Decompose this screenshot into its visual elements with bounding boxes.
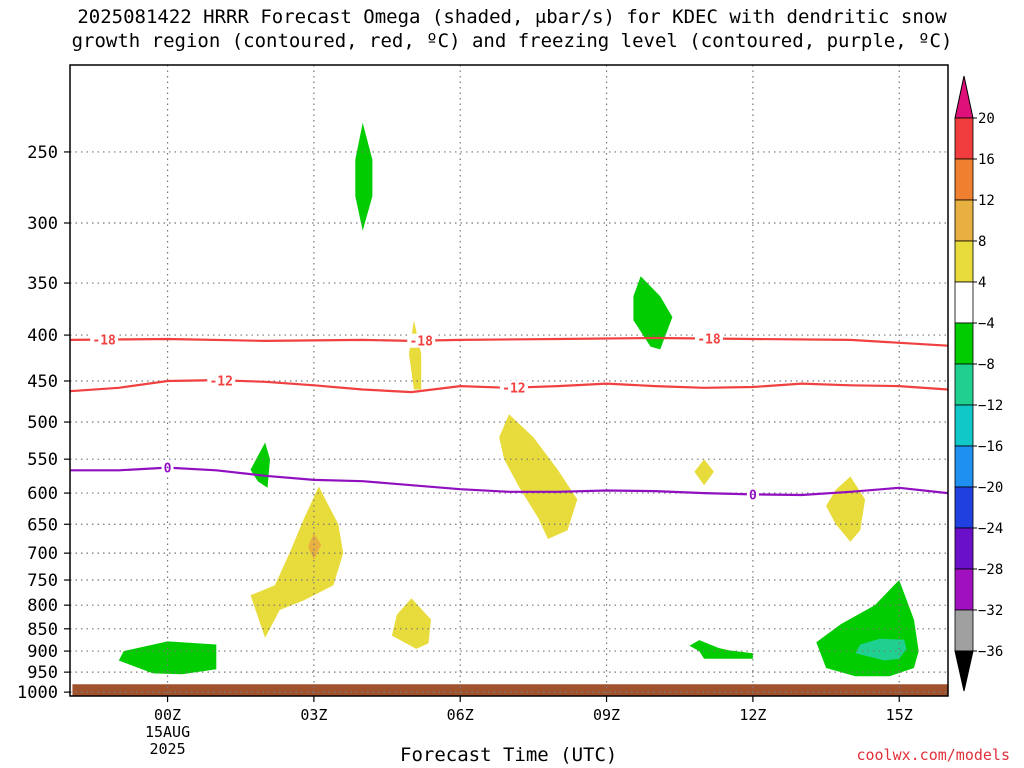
omega-region-8: [308, 533, 322, 560]
credit-text: coolwx.com/models: [856, 746, 1010, 764]
x-tick-date-line-2: 2025: [149, 740, 185, 758]
omega-region-7: [250, 486, 344, 638]
omega-region-3: [250, 442, 270, 488]
colorbar-band-2: [954, 199, 974, 242]
omega-region-12: [816, 580, 919, 677]
y-tick-label-8: 650: [27, 515, 58, 535]
y-tick-label-3: 400: [27, 326, 58, 346]
y-tick-label-7: 600: [27, 484, 58, 504]
omega-region-11: [689, 640, 753, 659]
colorbar-top-arrow: [954, 75, 974, 119]
x-tick-label-2: 06Z: [447, 706, 474, 724]
y-tick-label-11: 800: [27, 596, 58, 616]
colorbar-bottom-arrow: [954, 650, 974, 692]
colorbar-band-0: [954, 117, 974, 160]
y-tick-label-13: 900: [27, 642, 58, 662]
contour-label-0-1: -18: [409, 335, 433, 350]
omega-region-5: [694, 459, 714, 486]
omega-region-13: [855, 638, 907, 661]
colorbar-label-5: −4: [978, 316, 995, 332]
contour-label-1-0: -12: [209, 374, 232, 389]
colorbar: 20 16 12 8 4 −4 −8 −12 −16 −20 −24 −28 −32 −36: [954, 75, 1003, 692]
colorbar-label-8: −16: [978, 439, 1003, 455]
contour-label-0-2: -18: [697, 333, 721, 348]
omega-region-0: [355, 122, 373, 231]
ground-fill: [72, 684, 948, 696]
colorbar-label-6: −8: [978, 357, 995, 373]
chart-title-line-2: growth region (contoured, red, ºC) and f…: [71, 30, 953, 52]
x-tick-label-3: 09Z: [593, 706, 620, 724]
contour-label-bg-2-1: [746, 487, 759, 502]
plot-content: -18 -18 -18 -12 -12 0 0: [70, 65, 948, 696]
contour-label-bg-0-2: [694, 331, 723, 346]
colorbar-band-9: [954, 486, 974, 529]
colorbar-band-4: [954, 281, 974, 324]
plot-area: -18 -18 -18 -12 -12 0 0 250 300 350 400 450 500 550 60…: [17, 64, 949, 758]
contour-label-bg-0-0: [90, 332, 119, 347]
x-tick-label-4: 12Z: [739, 706, 766, 724]
x-tick-label-1: 03Z: [300, 706, 327, 724]
x-tick-label-5: 15Z: [886, 706, 913, 724]
contour-line-0: [70, 336, 948, 347]
colorbar-label-0: 20: [978, 111, 995, 127]
contour-label-bg-1-1: [499, 380, 528, 395]
y-tick-label-6: 550: [27, 450, 58, 470]
contour-label-2-0: 0: [164, 462, 172, 477]
colorbar-label-9: −20: [978, 480, 1003, 496]
colorbar-band-5: [954, 322, 974, 365]
omega-region-9: [391, 598, 431, 649]
colorbar-band-8: [954, 445, 974, 488]
colorbar-band-7: [954, 404, 974, 447]
x-tick-date-line-1: 15AUG: [145, 723, 190, 741]
y-tick-label-5: 500: [27, 413, 58, 433]
omega-region-4: [499, 414, 578, 539]
colorbar-band-6: [954, 363, 974, 406]
colorbar-band-3: [954, 240, 974, 283]
contour-label-2-1: 0: [749, 488, 757, 503]
colorbar-label-2: 12: [978, 193, 995, 209]
colorbar-band-10: [954, 527, 974, 570]
y-tick-label-15: 1000: [17, 683, 58, 703]
y-tick-label-9: 700: [27, 544, 58, 564]
colorbar-label-12: −32: [978, 603, 1003, 619]
x-tick-label-0: 00Z: [154, 706, 181, 724]
colorbar-band-12: [954, 609, 974, 652]
omega-region-10: [118, 641, 217, 675]
colorbar-label-1: 16: [978, 152, 995, 168]
y-tick-label-2: 350: [27, 274, 58, 294]
omega-region-2: [409, 320, 422, 390]
chart-title-line-1: 2025081422 HRRR Forecast Omega (shaded, …: [77, 6, 947, 28]
colorbar-label-3: 8: [978, 234, 986, 250]
contour-label-1-1: -12: [502, 382, 525, 397]
y-tick-label-14: 950: [27, 663, 58, 683]
y-tick-label-10: 750: [27, 571, 58, 591]
y-tick-label-4: 450: [27, 372, 58, 392]
contour-line-2: [70, 466, 948, 497]
x-axis-label: Forecast Time (UTC): [400, 744, 618, 766]
y-tick-label-12: 850: [27, 620, 58, 640]
y-tick-label-0: 250: [27, 143, 58, 163]
colorbar-label-10: −24: [978, 521, 1003, 537]
contour-label-bg-1-0: [207, 373, 236, 388]
colorbar-band-1: [954, 158, 974, 201]
contour-label-bg-0-1: [407, 333, 436, 348]
colorbar-label-13: −36: [978, 644, 1003, 660]
colorbar-band-11: [954, 568, 974, 611]
omega-region-6: [826, 476, 866, 542]
contour-label-bg-2-0: [161, 460, 174, 475]
colorbar-label-11: −28: [978, 562, 1003, 578]
y-tick-label-1: 300: [27, 214, 58, 234]
colorbar-label-7: −12: [978, 398, 1003, 414]
omega-region-1: [633, 276, 673, 350]
colorbar-label-4: 4: [978, 275, 986, 291]
contour-label-0-0: -18: [92, 334, 116, 349]
